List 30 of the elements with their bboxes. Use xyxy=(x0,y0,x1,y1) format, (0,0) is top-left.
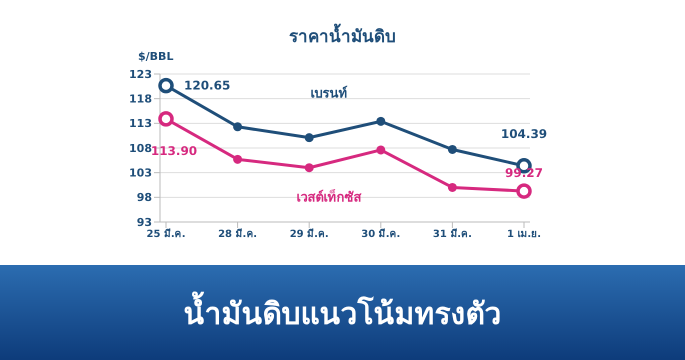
series-label: เวสต์เท็กซัส xyxy=(296,188,362,206)
x-tick-label: 1 เม.ย. xyxy=(506,229,542,240)
y-tick-label: 113 xyxy=(129,117,152,130)
point xyxy=(304,163,314,172)
y-tick-label: 118 xyxy=(129,92,152,106)
point xyxy=(376,116,386,126)
point xyxy=(233,122,242,132)
y-tick-label: 123 xyxy=(129,68,152,81)
point xyxy=(448,182,457,192)
data-label: 113.90 xyxy=(150,144,198,158)
text: น้ำมันดิบแนวโน้มทรงตัว xyxy=(182,290,502,334)
x-tick-label: 29 มี.ค. xyxy=(290,228,329,240)
y-tick-label: 108 xyxy=(129,142,152,155)
chart-title: ราคาน้ำมันดิบ xyxy=(288,22,397,49)
y-tick-label: 98 xyxy=(136,191,152,204)
y-axis-title: $/BBL xyxy=(138,50,174,63)
point xyxy=(304,133,314,142)
x-tick-label: 30 มี.ค. xyxy=(361,228,400,240)
y-tick-label: 93 xyxy=(136,216,152,229)
point xyxy=(448,144,457,154)
point xyxy=(233,154,242,164)
x-tick-label: 25 มี.ค. xyxy=(146,228,186,240)
data-label: 120.65 xyxy=(184,78,230,93)
data-label: 104.39 xyxy=(500,126,548,141)
text: เบรนท์ xyxy=(310,86,348,102)
x-tick-label: 31 มี.ค. xyxy=(432,228,472,240)
point xyxy=(376,145,386,154)
data-label: 99.27 xyxy=(505,166,543,180)
y-tick-label: 103 xyxy=(129,166,152,180)
x-tick-label: 28 มี.ค. xyxy=(218,228,258,240)
